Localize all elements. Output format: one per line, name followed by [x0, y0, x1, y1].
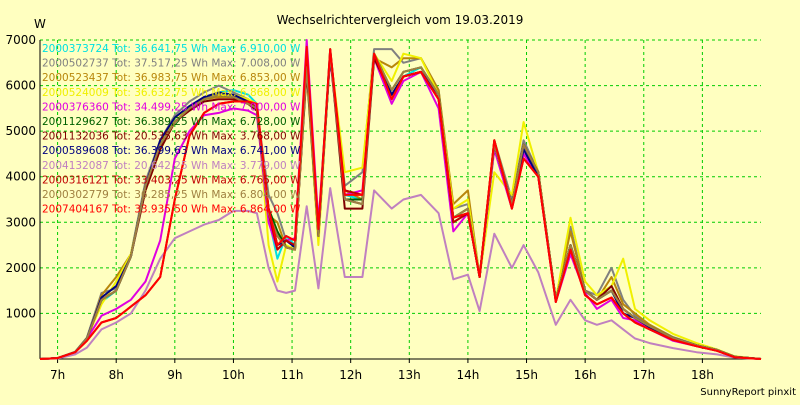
series-lines — [39, 39, 762, 360]
axes: 1000 2000 3000 4000 5000 6000 7000 7h 8h 9h 10h 11h… — [5, 33, 761, 382]
grid-lines — [40, 39, 761, 359]
y-tick-label: 6000 — [5, 79, 36, 93]
legend-entry-9: 2004132087 Tot: 20.642,25 Wh Max: 3.779,… — [42, 160, 301, 172]
legend-entry-6: 2001129627 Tot: 36.389,25 Wh Max: 6.728,… — [42, 116, 301, 128]
legend-entry-8: 2000589608 Tot: 36.399,63 Wh Max: 6.741,… — [42, 145, 301, 157]
y-tick-label: 1000 — [5, 306, 36, 320]
y-tick-label: 3000 — [5, 215, 36, 229]
y-tick-label: 5000 — [5, 124, 36, 138]
x-tick-label: 7h — [50, 368, 65, 382]
y-tick-label: 2000 — [5, 261, 36, 275]
series-line-12 — [39, 45, 762, 360]
x-tick-label: 8h — [109, 368, 124, 382]
x-tick-label: 15h — [515, 368, 538, 382]
x-tick-label: 17h — [632, 368, 655, 382]
legend-entry-11: 2000302779 Tot: 36.285,25 Wh Max: 6.804,… — [42, 189, 301, 201]
series-line-9 — [39, 187, 762, 360]
legend: 2000373724 Tot: 36.641,75 Wh Max: 6.910,… — [42, 43, 301, 216]
legend-entry-12: 2007404167 Tot: 33.935,50 Wh Max: 6.864,… — [42, 204, 301, 216]
legend-entry-2: 2000502737 Tot: 37.517,25 Wh Max: 7.008,… — [42, 58, 301, 70]
x-tick-label: 13h — [398, 368, 421, 382]
chart-title: Wechselrichtervergleich vom 19.03.2019 — [277, 13, 524, 27]
legend-entry-5: 2000376360 Tot: 34.499,25 Wh Max: 7.000,… — [42, 101, 301, 113]
x-tick-label: 18h — [691, 368, 714, 382]
x-tick-label: 14h — [456, 368, 479, 382]
x-tick-label: 12h — [339, 368, 362, 382]
y-tick-label: 7000 — [5, 33, 36, 47]
x-tick-label: 10h — [222, 368, 245, 382]
legend-entry-4: 2000524009 Tot: 36.632,75 Wh Max: 6.868,… — [42, 87, 301, 99]
y-tick-label: 4000 — [5, 170, 36, 184]
legend-entry-1: 2000373724 Tot: 36.641,75 Wh Max: 6.910,… — [42, 43, 301, 55]
y-axis-unit-label: W — [34, 17, 46, 31]
x-tick-label: 11h — [281, 368, 304, 382]
legend-entry-3: 2000523437 Tot: 36.983,75 Wh Max: 6.853,… — [42, 72, 301, 84]
x-tick-label: 16h — [574, 368, 597, 382]
x-tick-label: 9h — [167, 368, 182, 382]
legend-entry-7: 2001132036 Tot: 20.535,63 Wh Max: 3.768,… — [42, 131, 301, 143]
legend-entry-10: 2000316121 Tot: 33.403,25 Wh Max: 6.765,… — [42, 174, 301, 186]
footer-credit: SunnyReport pinxit — [700, 387, 796, 398]
